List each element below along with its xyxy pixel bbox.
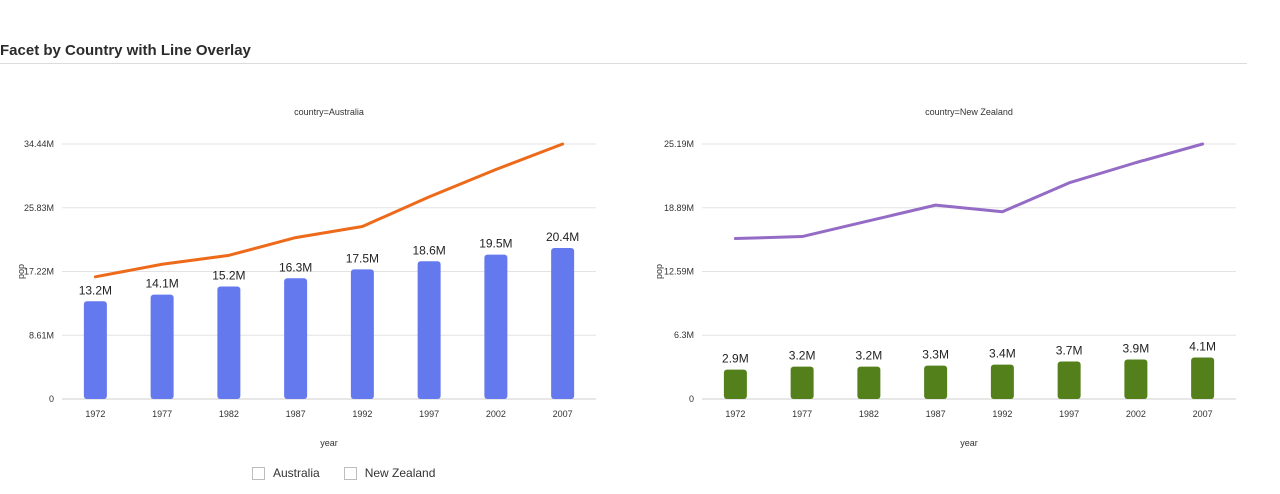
- bar-value-label: 19.5M: [479, 237, 512, 251]
- bar: [1191, 357, 1215, 399]
- bar: [83, 301, 107, 399]
- y-tick-label: 25.19M: [664, 139, 694, 149]
- bar-value-label: 18.6M: [412, 243, 445, 257]
- bar: [551, 247, 575, 399]
- y-tick-label: 0: [689, 394, 694, 404]
- legend-label-australia: Australia: [273, 466, 320, 480]
- legend-item-new-zealand[interactable]: New Zealand: [343, 466, 436, 480]
- x-tick-label: 2002: [1126, 409, 1146, 419]
- bar-value-label: 17.5M: [346, 251, 379, 265]
- bar-value-label: 15.2M: [212, 268, 245, 282]
- y-tick-label: 6.3M: [674, 330, 694, 340]
- y-tick-label: 0: [49, 394, 54, 404]
- x-tick-label: 1997: [419, 409, 439, 419]
- facet-title-new-zealand: country=New Zealand: [925, 107, 1013, 117]
- page-title: Facet by Country with Line Overlay: [0, 42, 251, 59]
- x-tick-label: 1987: [926, 409, 946, 419]
- facet-title-australia: country=Australia: [294, 107, 364, 117]
- y-tick-label: 12.59M: [664, 267, 694, 277]
- bar-value-label: 3.3M: [922, 348, 949, 362]
- x-axis-label: year: [960, 438, 978, 448]
- bar-value-label: 3.4M: [989, 347, 1016, 361]
- x-tick-label: 1977: [152, 409, 172, 419]
- bar: [924, 365, 948, 399]
- bar: [484, 254, 508, 399]
- bar-value-label: 3.2M: [856, 349, 883, 363]
- x-tick-label: 2007: [553, 409, 573, 419]
- bar-value-label: 14.1M: [145, 277, 178, 291]
- x-tick-label: 1977: [792, 409, 812, 419]
- x-tick-label: 1982: [219, 409, 239, 419]
- bar-value-label: 3.9M: [1123, 342, 1150, 356]
- x-tick-label: 1997: [1059, 409, 1079, 419]
- x-tick-label: 2007: [1193, 409, 1213, 419]
- bar-value-label: 16.3M: [279, 260, 312, 274]
- bar: [217, 286, 241, 399]
- bar: [990, 364, 1014, 399]
- y-tick-label: 25.83M: [24, 203, 54, 213]
- y-axis-label: pop: [16, 264, 26, 279]
- bar-value-label: 20.4M: [546, 230, 579, 244]
- bar: [1057, 361, 1081, 399]
- bar: [350, 269, 374, 399]
- x-tick-label: 1972: [85, 409, 105, 419]
- y-tick-label: 8.61M: [29, 330, 54, 340]
- bar: [417, 261, 441, 399]
- bar: [790, 366, 814, 399]
- bar: [1124, 359, 1148, 399]
- line-series: [93, 142, 565, 279]
- x-tick-label: 1992: [352, 409, 372, 419]
- x-tick-label: 2002: [486, 409, 506, 419]
- bar-value-label: 2.9M: [722, 352, 749, 366]
- title-divider: [0, 63, 1247, 64]
- y-tick-label: 34.44M: [24, 139, 54, 149]
- bar: [150, 294, 174, 399]
- bar-value-label: 3.7M: [1056, 344, 1083, 358]
- bar-value-label: 3.2M: [789, 349, 816, 363]
- legend-checkbox-australia[interactable]: [252, 466, 265, 480]
- x-tick-label: 1987: [286, 409, 306, 419]
- bar: [723, 369, 747, 399]
- legend-item-australia[interactable]: Australia: [252, 466, 320, 480]
- legend: Australia New Zealand: [252, 466, 459, 480]
- line-series: [733, 142, 1205, 241]
- x-tick-label: 1982: [859, 409, 879, 419]
- y-tick-label: 17.22M: [24, 267, 54, 277]
- bar: [284, 278, 308, 399]
- bar: [857, 366, 881, 399]
- legend-checkbox-new-zealand[interactable]: [343, 466, 357, 480]
- bar-value-label: 4.1M: [1189, 339, 1216, 353]
- x-tick-label: 1992: [992, 409, 1012, 419]
- y-tick-label: 18.89M: [664, 203, 694, 213]
- y-axis-label: pop: [654, 264, 664, 279]
- x-axis-label: year: [320, 438, 338, 448]
- x-tick-label: 1972: [725, 409, 745, 419]
- bar-value-label: 13.2M: [79, 283, 112, 297]
- legend-label-new-zealand: New Zealand: [364, 466, 436, 480]
